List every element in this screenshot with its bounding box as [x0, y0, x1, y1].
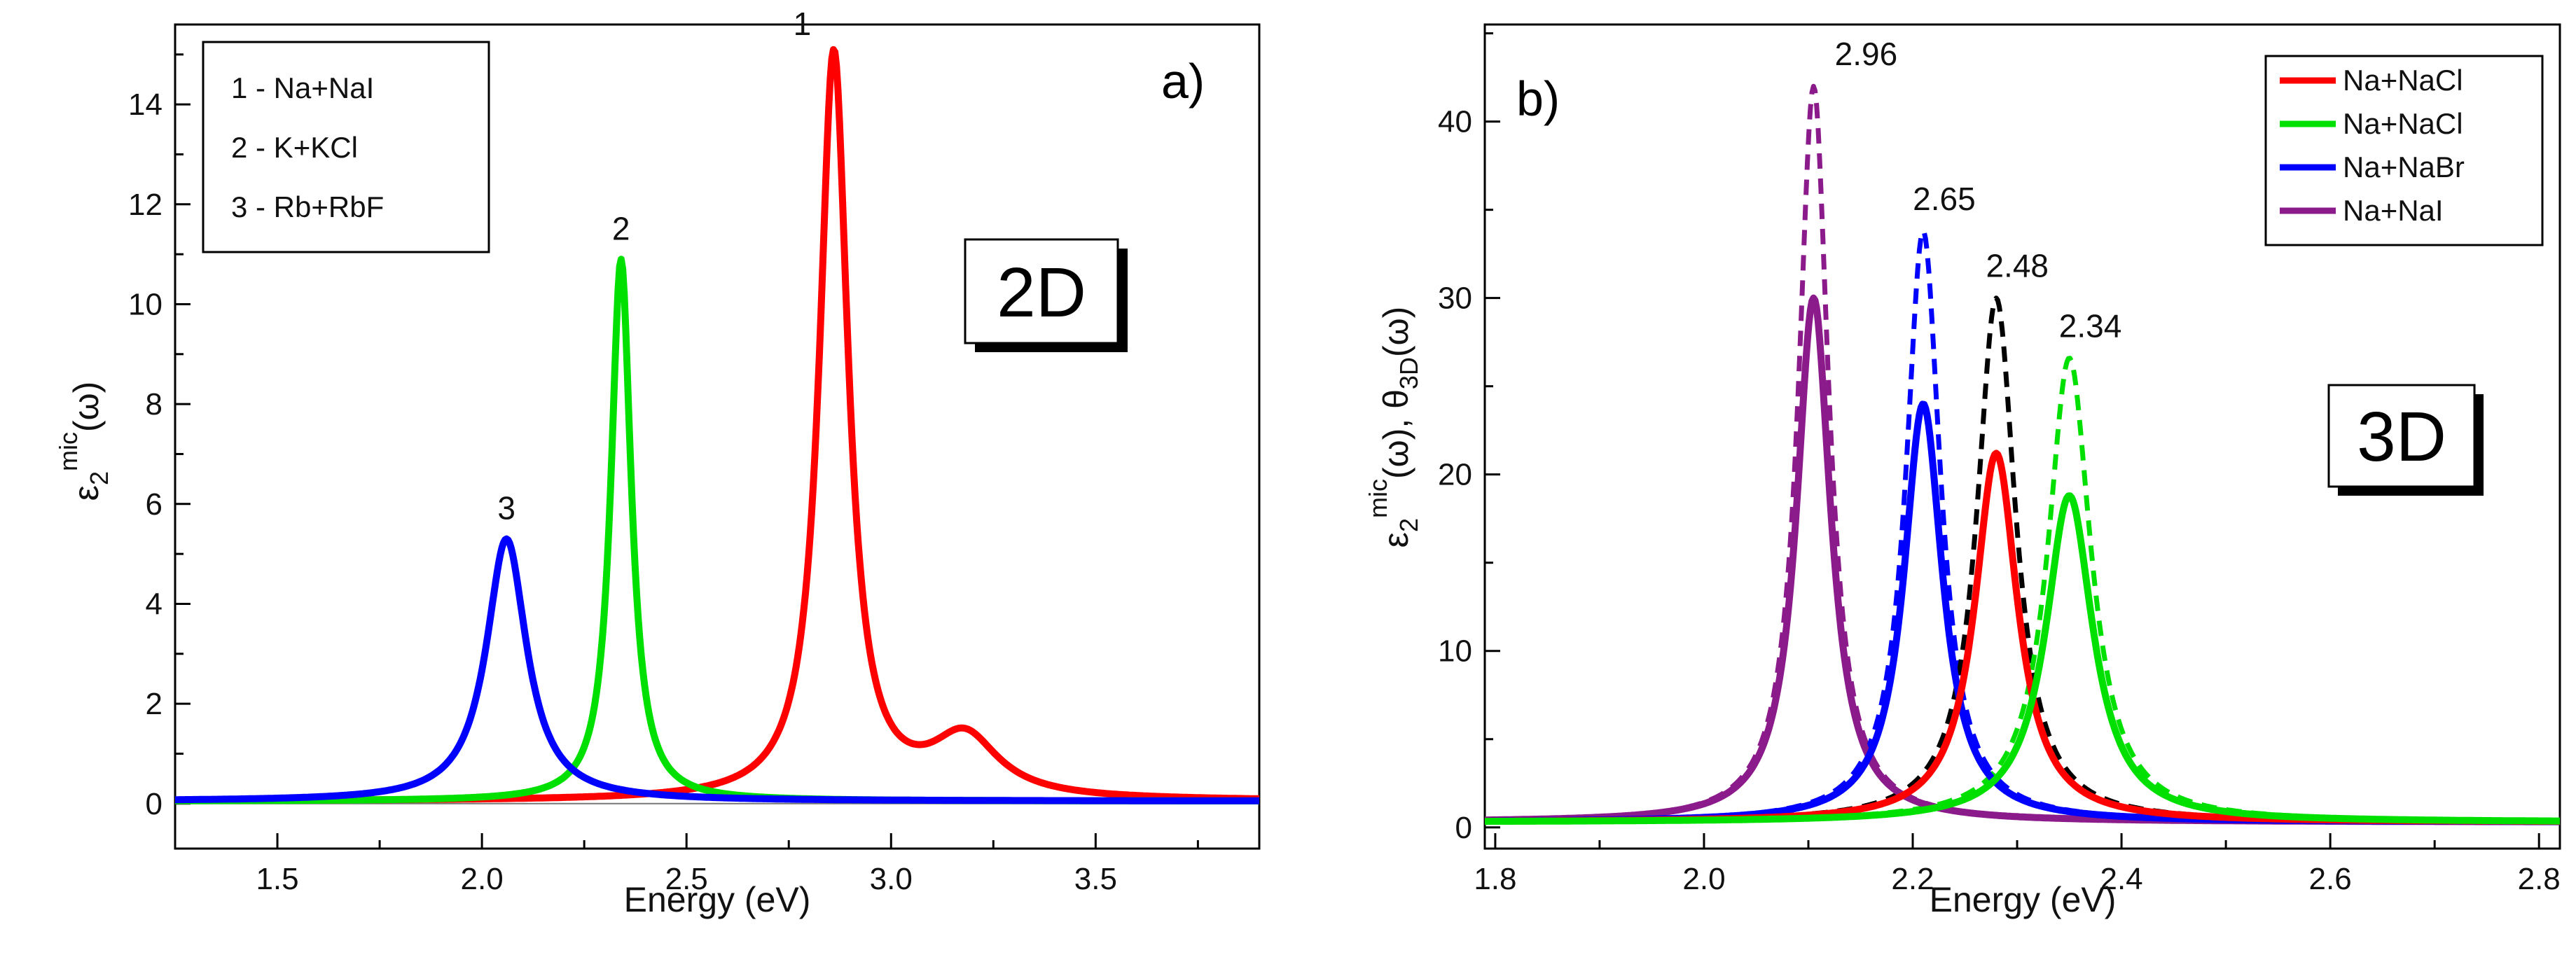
inset-text-3d: 3D	[2357, 398, 2446, 476]
panel-a-label: a)	[1161, 54, 1205, 109]
panel-b-x-axis-title: Energy (eV)	[1930, 880, 2117, 919]
panel-b-ticks	[1485, 32, 2540, 849]
peak-label: 2.34	[2059, 307, 2122, 344]
panel-b: 1.8 2.0 2.2 2.4 2.6 2.8 0 10 20 30 40 2.96 2.65 2.4…	[1364, 23, 2562, 919]
panel-a-x-tick-labels: 1.5 2.0 2.5 3.0 3.5	[256, 862, 1116, 896]
x-tick-label: 2.4	[2100, 862, 2142, 896]
y-tick-label: 14	[128, 88, 162, 122]
x-tick-label: 2.6	[2309, 862, 2352, 896]
inset-box	[964, 238, 1119, 344]
peak-label: 2.96	[1835, 36, 1898, 72]
y-tick-label: 10	[128, 287, 162, 321]
panel-a-legend: 1 - Na+NaI 2 - K+KCl 3 - Rb+RbF	[202, 41, 490, 253]
x-tick-label: 2.8	[2518, 862, 2561, 896]
legend-item-na-nacl-red: Na+NaCl	[2343, 64, 2463, 97]
panel-a-y-tick-labels: 0 2 4 6 8 10 12 14	[128, 88, 162, 821]
panel-a-legend-box	[202, 41, 490, 253]
x-tick-label: 2.5	[665, 862, 708, 896]
peak-label: 3	[497, 490, 515, 527]
peak-label: 2	[612, 210, 630, 246]
panel-b-inset-label: 3D	[2327, 384, 2484, 496]
x-tick-label: 3.0	[870, 862, 913, 896]
legend-item-1: 1 - Na+NaI	[231, 71, 374, 104]
panel-a-y-axis-title: ε2mic(ω)	[54, 382, 113, 501]
y-tick-label: 2	[146, 687, 162, 721]
panel-b-x-tick-labels: 1.8 2.0 2.2 2.4 2.6 2.8	[1474, 862, 2560, 896]
series-line-3-rb-rbf	[173, 535, 1261, 804]
y-tick-label: 8	[146, 387, 162, 421]
y-tick-label: 30	[1438, 281, 1472, 316]
legend-item-na-nai: Na+NaI	[2343, 194, 2444, 227]
x-tick-label: 2.2	[1891, 862, 1934, 896]
legend-item-na-nacl-green: Na+NaCl	[2343, 107, 2463, 140]
panel-b-peak-labels: 2.96 2.65 2.48 2.34	[1835, 36, 2122, 344]
y-tick-label: 20	[1438, 458, 1472, 492]
panel-a-inset-label: 2D	[964, 238, 1128, 352]
panel-b-series	[1483, 83, 2562, 825]
y-tick-label: 4	[146, 587, 162, 621]
series-line-na-nai-solid	[1483, 294, 2562, 825]
legend-item-3: 3 - Rb+RbF	[231, 190, 384, 223]
panel-a-frame	[174, 23, 1261, 850]
y-tick-label: 6	[146, 487, 162, 522]
peak-label: 2.48	[1986, 248, 2049, 284]
x-tick-label: 1.5	[256, 862, 298, 896]
panel-a-series	[173, 46, 1261, 804]
panel-a-x-axis-title: Energy (eV)	[624, 880, 811, 919]
peak-label: 2.65	[1913, 181, 1976, 217]
panel-b-frame	[1483, 23, 2561, 850]
inset-box-3d	[2327, 384, 2476, 488]
panel-b-y-axis-title: ε2mic(ω), θ3D(ω)	[1364, 307, 1423, 548]
panel-b-label: b)	[1516, 71, 1560, 126]
y-tick-label: 0	[1455, 811, 1472, 845]
panel-b-y-tick-labels: 0 10 20 30 40	[1438, 105, 1472, 845]
panel-a-ticks	[175, 53, 1199, 849]
y-tick-label: 0	[146, 787, 162, 821]
legend-item-na-nabr: Na+NaBr	[2343, 151, 2465, 183]
y-tick-label: 12	[128, 188, 162, 222]
x-tick-label: 2.0	[1682, 862, 1725, 896]
series-line-na-nacl-solid-green	[1483, 492, 2562, 825]
panel-a-peak-labels: 1 2 3	[497, 6, 811, 527]
legend-item-2: 2 - K+KCl	[231, 131, 358, 164]
y-tick-label: 10	[1438, 634, 1472, 669]
panel-b-legend: Na+NaCl Na+NaCl Na+NaBr Na+NaI	[2264, 55, 2544, 246]
x-tick-label: 1.8	[1474, 862, 1516, 896]
x-tick-label: 3.5	[1074, 862, 1117, 896]
y-tick-label: 40	[1438, 105, 1472, 139]
peak-label: 1	[794, 6, 812, 42]
x-tick-label: 2.0	[461, 862, 504, 896]
series-line-na-nacl-solid-red	[1483, 449, 2562, 825]
inset-text-2d: 2D	[997, 253, 1086, 332]
